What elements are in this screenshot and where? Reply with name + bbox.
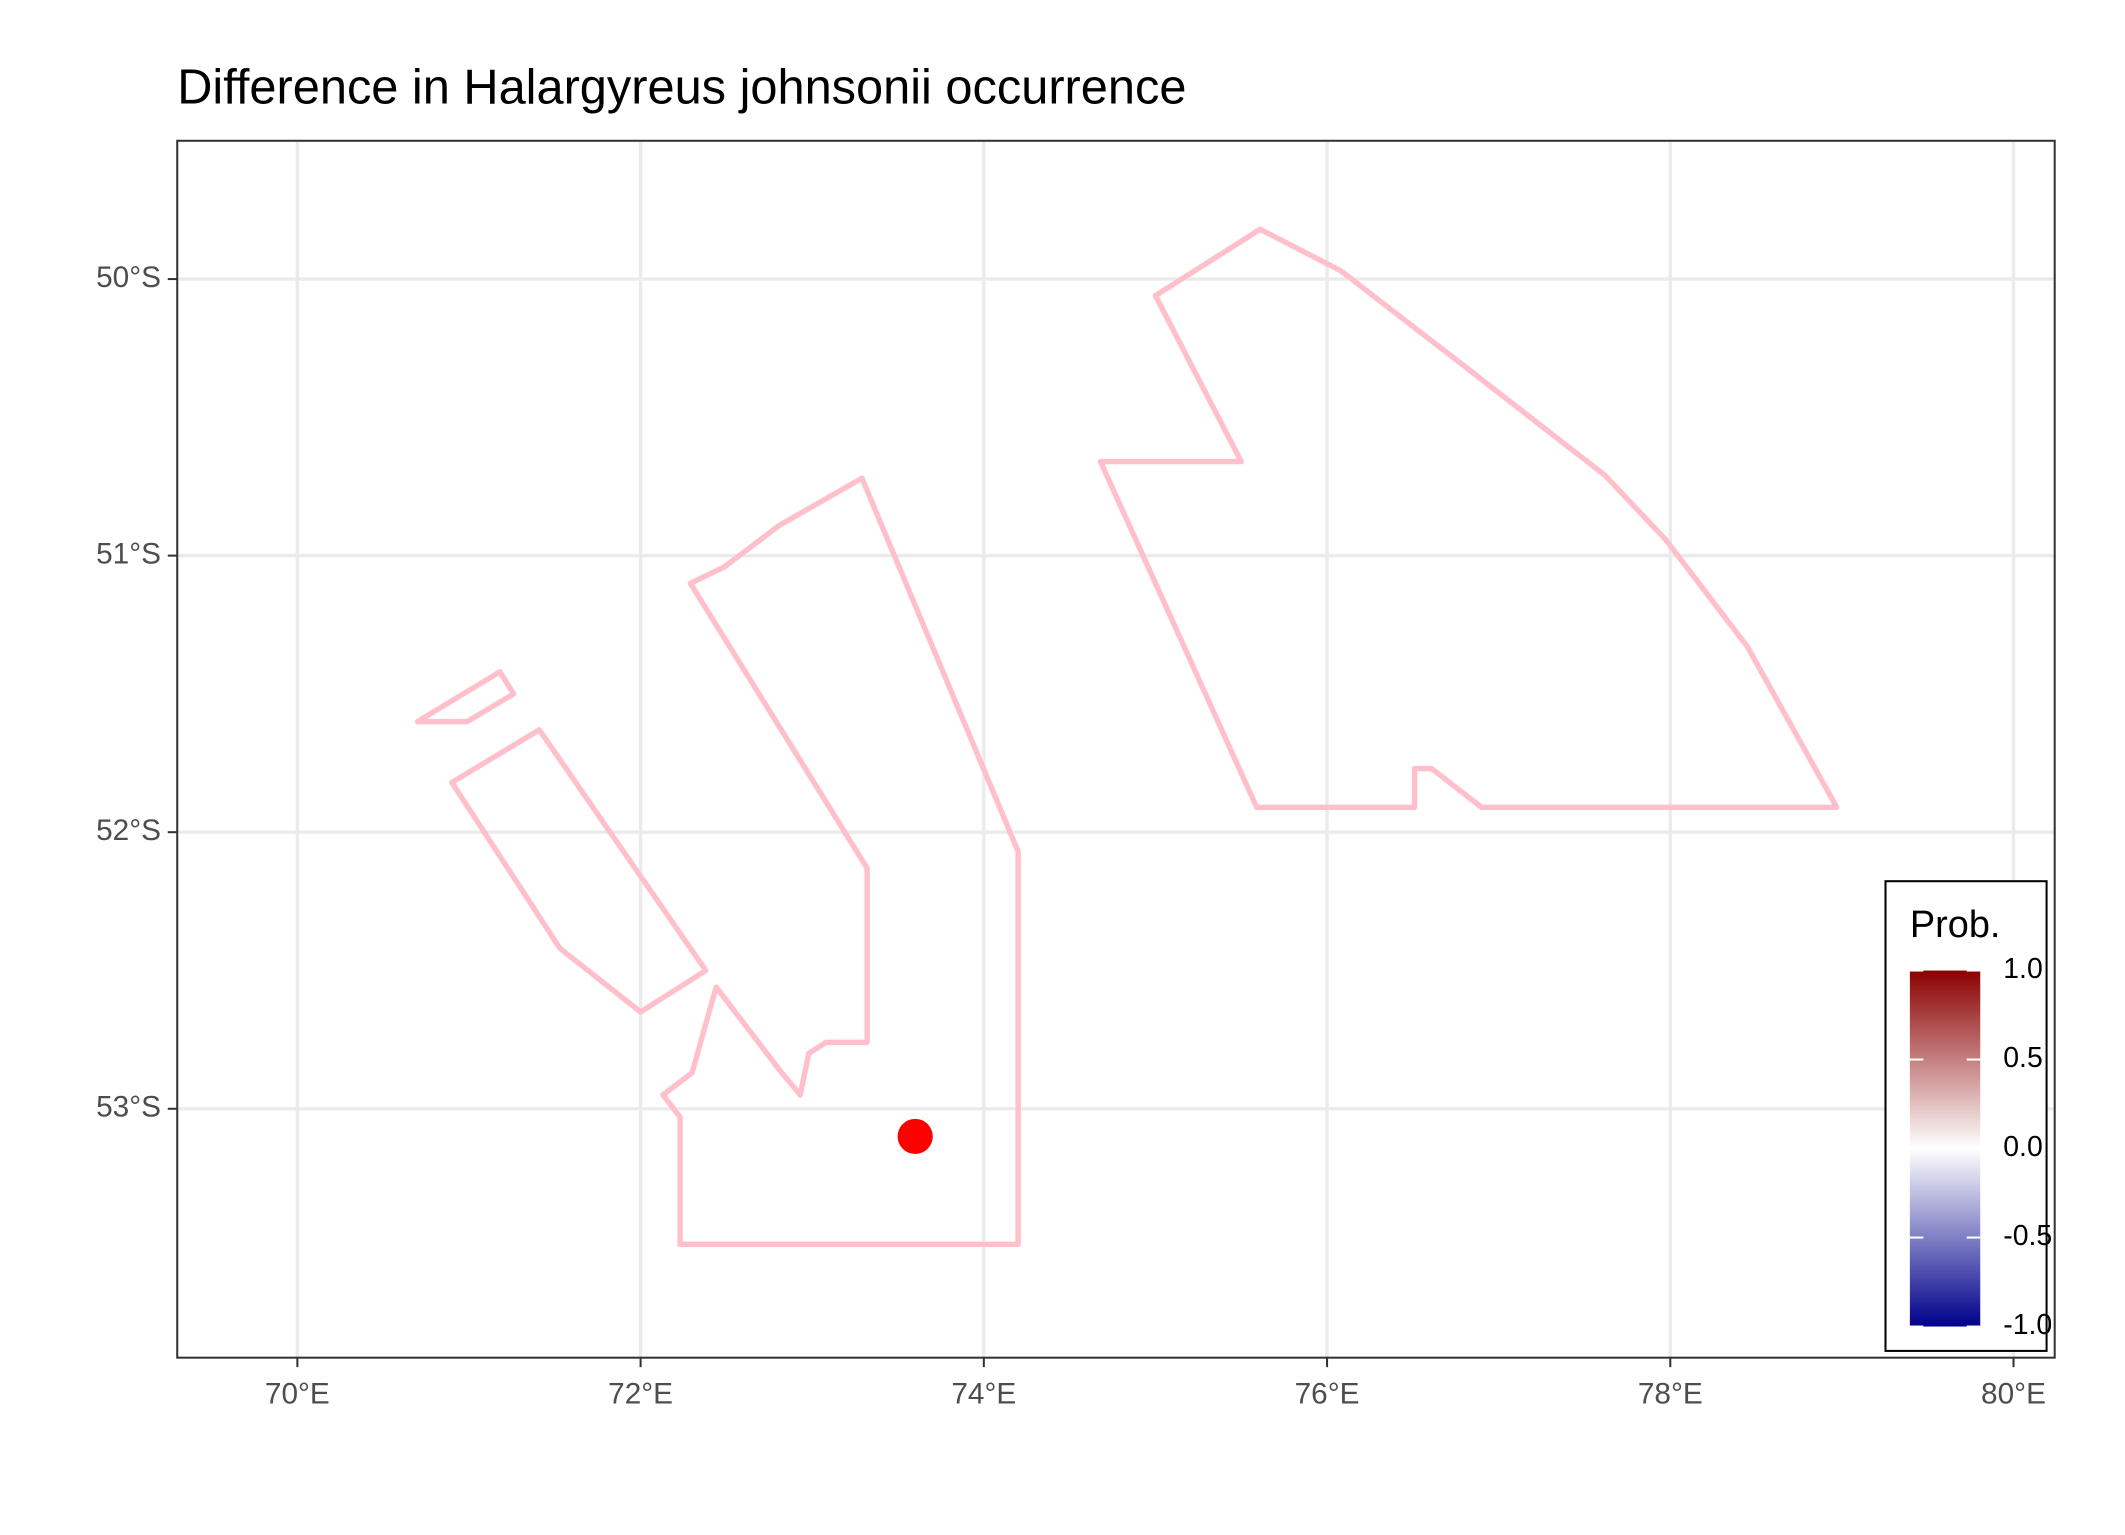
grid: 70°E 72°E 74°E 76°E 78°E 80°E 50°S 51°S 52°S 53°S (96, 140, 2055, 1410)
legend-tick-label: 1.0 (2003, 953, 2043, 985)
area-outline (1097, 226, 1840, 811)
x-tick-label: 78°E (1638, 1377, 1703, 1410)
x-tick-label: 70°E (265, 1377, 330, 1410)
legend-tick-label: 0.0 (2003, 1131, 2043, 1163)
x-tick-label: 80°E (1981, 1377, 2046, 1410)
area-outline (660, 475, 1021, 1247)
y-tick-label: 53°S (96, 1091, 161, 1124)
occurrence-point (897, 1118, 933, 1155)
chart-title: Difference in Halargyreus johnsonii occu… (177, 61, 1186, 115)
area-outline (414, 669, 517, 725)
area-outline (449, 727, 709, 1015)
map-layer (414, 226, 1840, 1247)
x-tick-label: 72°E (608, 1377, 673, 1410)
legend-title: Prob. (1910, 904, 2001, 946)
panel-border (176, 139, 2056, 1359)
y-tick-label: 52°S (96, 814, 161, 847)
legend-tick-label: -1.0 (2003, 1309, 2052, 1341)
y-tick-label: 50°S (96, 261, 161, 294)
y-tick-label: 51°S (96, 537, 161, 570)
legend-tick-label: 0.5 (2003, 1042, 2043, 1074)
legend-tick-label: -0.5 (2003, 1220, 2052, 1252)
x-tick-label: 74°E (951, 1377, 1016, 1410)
x-tick-label: 76°E (1295, 1377, 1360, 1410)
legend: Prob. 1.0 0.5 0.0 -0.5 -1.0 (1884, 880, 2052, 1352)
